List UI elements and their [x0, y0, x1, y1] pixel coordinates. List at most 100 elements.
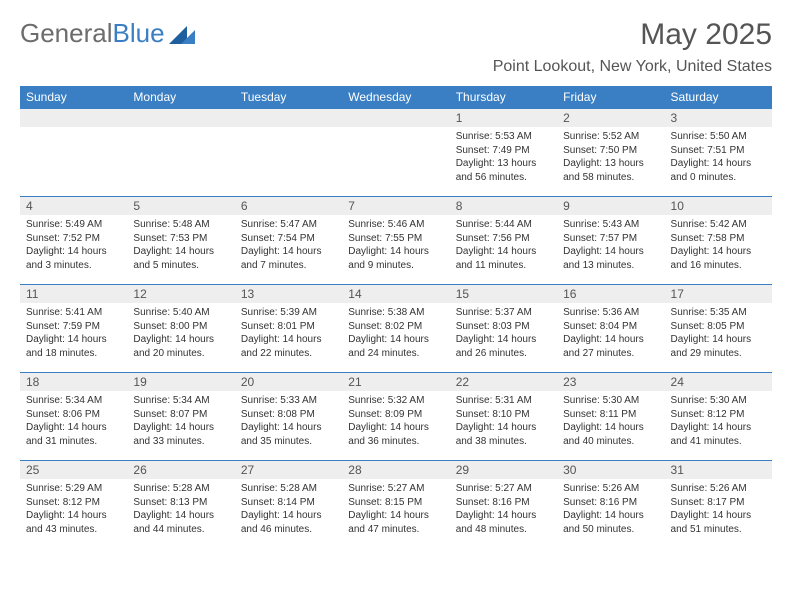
logo-text-2: Blue — [113, 18, 165, 49]
day-number: 3 — [665, 109, 772, 127]
day-detail: Sunrise: 5:37 AMSunset: 8:03 PMDaylight:… — [450, 303, 557, 364]
daylight-text: Daylight: 14 hours and 31 minutes. — [26, 421, 121, 448]
daylight-text: Daylight: 14 hours and 24 minutes. — [348, 333, 443, 360]
day-detail: Sunrise: 5:53 AMSunset: 7:49 PMDaylight:… — [450, 127, 557, 188]
calendar-cell: 1Sunrise: 5:53 AMSunset: 7:49 PMDaylight… — [450, 109, 557, 197]
day-number — [20, 109, 127, 127]
day-detail: Sunrise: 5:35 AMSunset: 8:05 PMDaylight:… — [665, 303, 772, 364]
day-number: 20 — [235, 373, 342, 391]
day-number: 26 — [127, 461, 234, 479]
day-number: 23 — [557, 373, 664, 391]
logo: GeneralBlue — [20, 18, 195, 49]
sunset-text: Sunset: 8:14 PM — [241, 496, 336, 510]
day-number: 2 — [557, 109, 664, 127]
day-header: Sunday — [20, 86, 127, 109]
day-number: 16 — [557, 285, 664, 303]
calendar-week: 11Sunrise: 5:41 AMSunset: 7:59 PMDayligh… — [20, 285, 772, 373]
sunset-text: Sunset: 7:53 PM — [133, 232, 228, 246]
day-detail: Sunrise: 5:39 AMSunset: 8:01 PMDaylight:… — [235, 303, 342, 364]
calendar-cell: 2Sunrise: 5:52 AMSunset: 7:50 PMDaylight… — [557, 109, 664, 197]
day-number: 5 — [127, 197, 234, 215]
sunset-text: Sunset: 7:52 PM — [26, 232, 121, 246]
daylight-text: Daylight: 14 hours and 9 minutes. — [348, 245, 443, 272]
sunrise-text: Sunrise: 5:52 AM — [563, 130, 658, 144]
calendar-cell: 8Sunrise: 5:44 AMSunset: 7:56 PMDaylight… — [450, 197, 557, 285]
day-detail: Sunrise: 5:27 AMSunset: 8:16 PMDaylight:… — [450, 479, 557, 540]
day-detail: Sunrise: 5:32 AMSunset: 8:09 PMDaylight:… — [342, 391, 449, 452]
calendar-cell: 13Sunrise: 5:39 AMSunset: 8:01 PMDayligh… — [235, 285, 342, 373]
day-detail: Sunrise: 5:44 AMSunset: 7:56 PMDaylight:… — [450, 215, 557, 276]
sunrise-text: Sunrise: 5:27 AM — [456, 482, 551, 496]
sunrise-text: Sunrise: 5:33 AM — [241, 394, 336, 408]
calendar-cell: 21Sunrise: 5:32 AMSunset: 8:09 PMDayligh… — [342, 373, 449, 461]
daylight-text: Daylight: 13 hours and 58 minutes. — [563, 157, 658, 184]
calendar-cell: 12Sunrise: 5:40 AMSunset: 8:00 PMDayligh… — [127, 285, 234, 373]
sunrise-text: Sunrise: 5:37 AM — [456, 306, 551, 320]
day-number: 28 — [342, 461, 449, 479]
calendar-cell: 20Sunrise: 5:33 AMSunset: 8:08 PMDayligh… — [235, 373, 342, 461]
sunset-text: Sunset: 8:16 PM — [456, 496, 551, 510]
sunrise-text: Sunrise: 5:26 AM — [671, 482, 766, 496]
day-number: 17 — [665, 285, 772, 303]
daylight-text: Daylight: 14 hours and 0 minutes. — [671, 157, 766, 184]
calendar-table: SundayMondayTuesdayWednesdayThursdayFrid… — [20, 86, 772, 549]
day-number: 22 — [450, 373, 557, 391]
calendar-week: 25Sunrise: 5:29 AMSunset: 8:12 PMDayligh… — [20, 461, 772, 549]
daylight-text: Daylight: 14 hours and 29 minutes. — [671, 333, 766, 360]
daylight-text: Daylight: 14 hours and 41 minutes. — [671, 421, 766, 448]
day-number: 29 — [450, 461, 557, 479]
daylight-text: Daylight: 14 hours and 18 minutes. — [26, 333, 121, 360]
daylight-text: Daylight: 14 hours and 38 minutes. — [456, 421, 551, 448]
day-number: 14 — [342, 285, 449, 303]
daylight-text: Daylight: 14 hours and 3 minutes. — [26, 245, 121, 272]
sunset-text: Sunset: 8:12 PM — [671, 408, 766, 422]
day-detail: Sunrise: 5:26 AMSunset: 8:16 PMDaylight:… — [557, 479, 664, 540]
day-detail: Sunrise: 5:40 AMSunset: 8:00 PMDaylight:… — [127, 303, 234, 364]
day-detail: Sunrise: 5:30 AMSunset: 8:11 PMDaylight:… — [557, 391, 664, 452]
calendar-week: 18Sunrise: 5:34 AMSunset: 8:06 PMDayligh… — [20, 373, 772, 461]
day-detail: Sunrise: 5:36 AMSunset: 8:04 PMDaylight:… — [557, 303, 664, 364]
day-number: 10 — [665, 197, 772, 215]
day-number: 6 — [235, 197, 342, 215]
sunset-text: Sunset: 8:00 PM — [133, 320, 228, 334]
sunrise-text: Sunrise: 5:44 AM — [456, 218, 551, 232]
calendar-cell: 10Sunrise: 5:42 AMSunset: 7:58 PMDayligh… — [665, 197, 772, 285]
calendar-cell: 4Sunrise: 5:49 AMSunset: 7:52 PMDaylight… — [20, 197, 127, 285]
calendar-cell: 7Sunrise: 5:46 AMSunset: 7:55 PMDaylight… — [342, 197, 449, 285]
calendar-head: SundayMondayTuesdayWednesdayThursdayFrid… — [20, 86, 772, 109]
calendar-cell: 29Sunrise: 5:27 AMSunset: 8:16 PMDayligh… — [450, 461, 557, 549]
sunrise-text: Sunrise: 5:27 AM — [348, 482, 443, 496]
calendar-cell: 11Sunrise: 5:41 AMSunset: 7:59 PMDayligh… — [20, 285, 127, 373]
calendar-cell: 28Sunrise: 5:27 AMSunset: 8:15 PMDayligh… — [342, 461, 449, 549]
daylight-text: Daylight: 13 hours and 56 minutes. — [456, 157, 551, 184]
sunset-text: Sunset: 8:06 PM — [26, 408, 121, 422]
calendar-cell: 19Sunrise: 5:34 AMSunset: 8:07 PMDayligh… — [127, 373, 234, 461]
sunset-text: Sunset: 8:05 PM — [671, 320, 766, 334]
sunset-text: Sunset: 8:07 PM — [133, 408, 228, 422]
calendar-cell: 23Sunrise: 5:30 AMSunset: 8:11 PMDayligh… — [557, 373, 664, 461]
sunrise-text: Sunrise: 5:42 AM — [671, 218, 766, 232]
day-detail: Sunrise: 5:33 AMSunset: 8:08 PMDaylight:… — [235, 391, 342, 452]
sunrise-text: Sunrise: 5:29 AM — [26, 482, 121, 496]
daylight-text: Daylight: 14 hours and 16 minutes. — [671, 245, 766, 272]
sunset-text: Sunset: 8:10 PM — [456, 408, 551, 422]
sunrise-text: Sunrise: 5:28 AM — [241, 482, 336, 496]
sunrise-text: Sunrise: 5:39 AM — [241, 306, 336, 320]
sunrise-text: Sunrise: 5:47 AM — [241, 218, 336, 232]
day-detail: Sunrise: 5:46 AMSunset: 7:55 PMDaylight:… — [342, 215, 449, 276]
logo-icon — [169, 26, 195, 44]
daylight-text: Daylight: 14 hours and 48 minutes. — [456, 509, 551, 536]
day-number: 31 — [665, 461, 772, 479]
calendar-week: 1Sunrise: 5:53 AMSunset: 7:49 PMDaylight… — [20, 109, 772, 197]
sunrise-text: Sunrise: 5:34 AM — [133, 394, 228, 408]
day-detail: Sunrise: 5:27 AMSunset: 8:15 PMDaylight:… — [342, 479, 449, 540]
sunrise-text: Sunrise: 5:32 AM — [348, 394, 443, 408]
daylight-text: Daylight: 14 hours and 5 minutes. — [133, 245, 228, 272]
calendar-cell — [20, 109, 127, 197]
daylight-text: Daylight: 14 hours and 36 minutes. — [348, 421, 443, 448]
day-detail: Sunrise: 5:28 AMSunset: 8:14 PMDaylight:… — [235, 479, 342, 540]
sunset-text: Sunset: 8:03 PM — [456, 320, 551, 334]
day-number: 18 — [20, 373, 127, 391]
sunset-text: Sunset: 7:49 PM — [456, 144, 551, 158]
daylight-text: Daylight: 14 hours and 26 minutes. — [456, 333, 551, 360]
